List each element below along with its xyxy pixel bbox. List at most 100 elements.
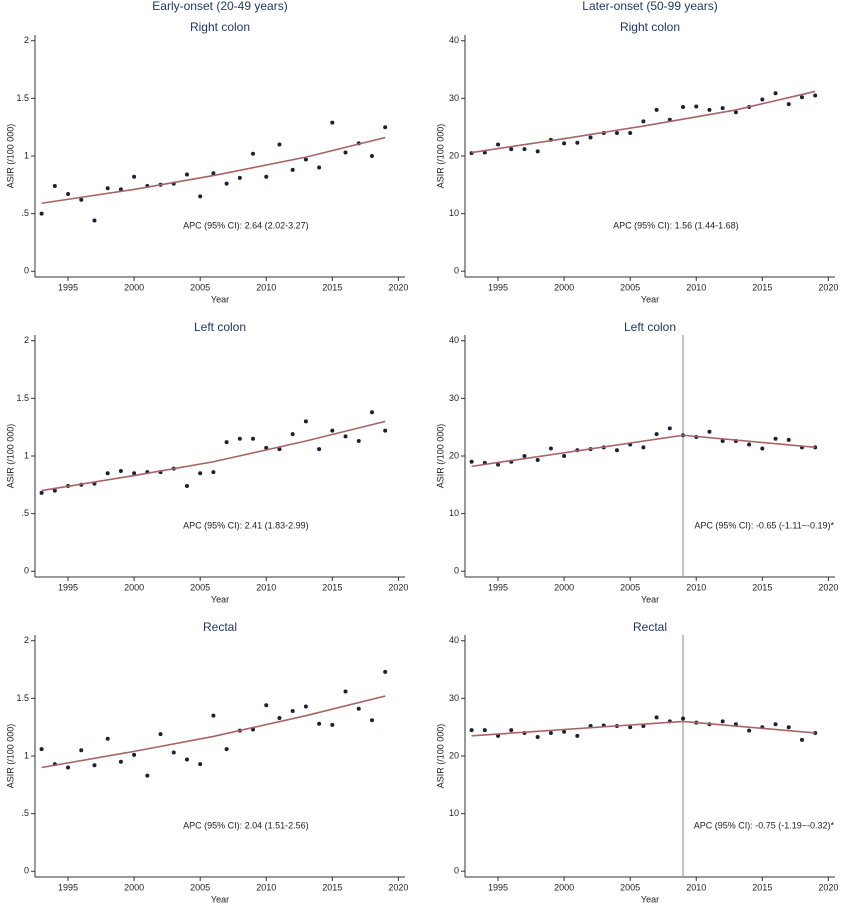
x-tick-label: 2010 — [256, 282, 276, 292]
data-point — [118, 187, 123, 192]
y-tick-label: 1.5 — [16, 93, 29, 103]
data-point — [760, 97, 765, 102]
data-point — [786, 725, 791, 730]
data-point — [522, 147, 527, 152]
data-point — [707, 429, 712, 434]
y-tick-label: 10 — [449, 208, 459, 218]
data-point — [237, 436, 242, 441]
x-tick-label: 2020 — [388, 582, 408, 592]
data-point — [496, 142, 501, 147]
data-point — [628, 725, 633, 730]
data-point — [277, 447, 282, 452]
data-point — [369, 154, 374, 158]
y-tick-label: .5 — [21, 208, 29, 218]
data-point — [39, 211, 44, 216]
y-tick-label: 20 — [449, 150, 459, 160]
data-point — [799, 737, 804, 742]
x-tick-label: 1995 — [58, 882, 78, 892]
data-point — [105, 471, 110, 476]
data-point — [369, 718, 374, 723]
x-tick-label: 2005 — [620, 282, 640, 292]
data-point — [509, 728, 514, 733]
data-point — [522, 454, 527, 458]
data-point — [184, 483, 189, 488]
data-point — [733, 110, 738, 115]
fit-line — [471, 720, 816, 737]
data-point — [614, 448, 619, 453]
data-point — [496, 462, 501, 467]
data-point — [79, 748, 84, 753]
x-tick-label: 2005 — [190, 282, 210, 292]
data-point — [813, 93, 818, 98]
data-point — [343, 434, 348, 439]
x-tick-label: 1995 — [488, 882, 508, 892]
column-title: Later-onset (50-99 years) — [582, 0, 717, 13]
x-tick-label: 2010 — [686, 582, 706, 592]
data-point — [628, 130, 633, 135]
fit-line — [41, 136, 386, 205]
x-tick-label: 2010 — [686, 282, 706, 292]
data-point — [654, 107, 659, 112]
data-point — [720, 439, 725, 444]
x-axis-label: Year — [641, 894, 659, 903]
data-point — [66, 192, 71, 197]
x-tick-label: 2000 — [124, 582, 144, 592]
panel-title: Rectal — [203, 620, 237, 634]
data-point — [66, 765, 71, 770]
y-axis-label: ASIR (/100 000) — [435, 724, 445, 789]
x-tick-label: 2015 — [752, 582, 772, 592]
data-point — [343, 150, 348, 155]
data-point — [469, 728, 474, 733]
annotation: APC (95% CI): -0.65 (-1.11~-0.19)* — [694, 521, 834, 531]
x-axis-label: Year — [641, 594, 659, 604]
data-point — [343, 689, 348, 694]
x-axis-label: Year — [211, 594, 229, 604]
panel-title: Left colon — [194, 320, 246, 334]
data-point — [224, 747, 229, 752]
data-point — [277, 715, 282, 720]
y-tick-label: 0 — [454, 566, 459, 576]
x-tick-label: 2020 — [388, 282, 408, 292]
data-point — [383, 669, 388, 674]
data-point — [383, 428, 388, 433]
y-tick-label: 40 — [449, 35, 459, 45]
y-axis-label: ASIR (/100 000) — [5, 124, 15, 189]
panel-title: Right colon — [620, 20, 680, 34]
data-point — [92, 763, 97, 768]
data-point — [482, 150, 487, 155]
data-point — [575, 733, 580, 738]
fit-line — [41, 695, 386, 769]
column-title: Early-onset (20-49 years) — [152, 0, 287, 13]
y-tick-label: 2 — [24, 635, 29, 645]
data-point — [720, 106, 725, 111]
data-point — [105, 186, 110, 191]
x-tick-label: 2015 — [322, 882, 342, 892]
data-point — [264, 703, 269, 708]
data-point — [211, 470, 216, 475]
data-point — [482, 728, 487, 733]
data-point — [211, 171, 216, 176]
x-tick-label: 2005 — [620, 882, 640, 892]
y-tick-label: 1 — [24, 450, 29, 460]
x-tick-label: 2000 — [554, 282, 574, 292]
data-point — [158, 732, 163, 737]
data-point — [237, 175, 242, 180]
data-point — [694, 104, 699, 109]
x-tick-label: 2005 — [620, 582, 640, 592]
x-tick-label: 2000 — [554, 582, 574, 592]
data-point — [118, 759, 123, 764]
x-tick-label: 1995 — [488, 582, 508, 592]
x-tick-label: 2015 — [752, 282, 772, 292]
x-tick-label: 2000 — [124, 282, 144, 292]
data-point — [330, 722, 335, 727]
data-point — [548, 446, 553, 451]
annotation: APC (95% CI): -0.75 (-1.19~-0.32)* — [694, 821, 835, 831]
data-point — [198, 471, 203, 476]
y-tick-label: 1.5 — [16, 393, 29, 403]
data-point — [224, 181, 229, 186]
data-point — [535, 458, 540, 463]
x-tick-label: 2005 — [190, 582, 210, 592]
x-tick-label: 1995 — [58, 282, 78, 292]
y-axis-label: ASIR (/100 000) — [435, 424, 445, 489]
data-point — [79, 197, 84, 202]
